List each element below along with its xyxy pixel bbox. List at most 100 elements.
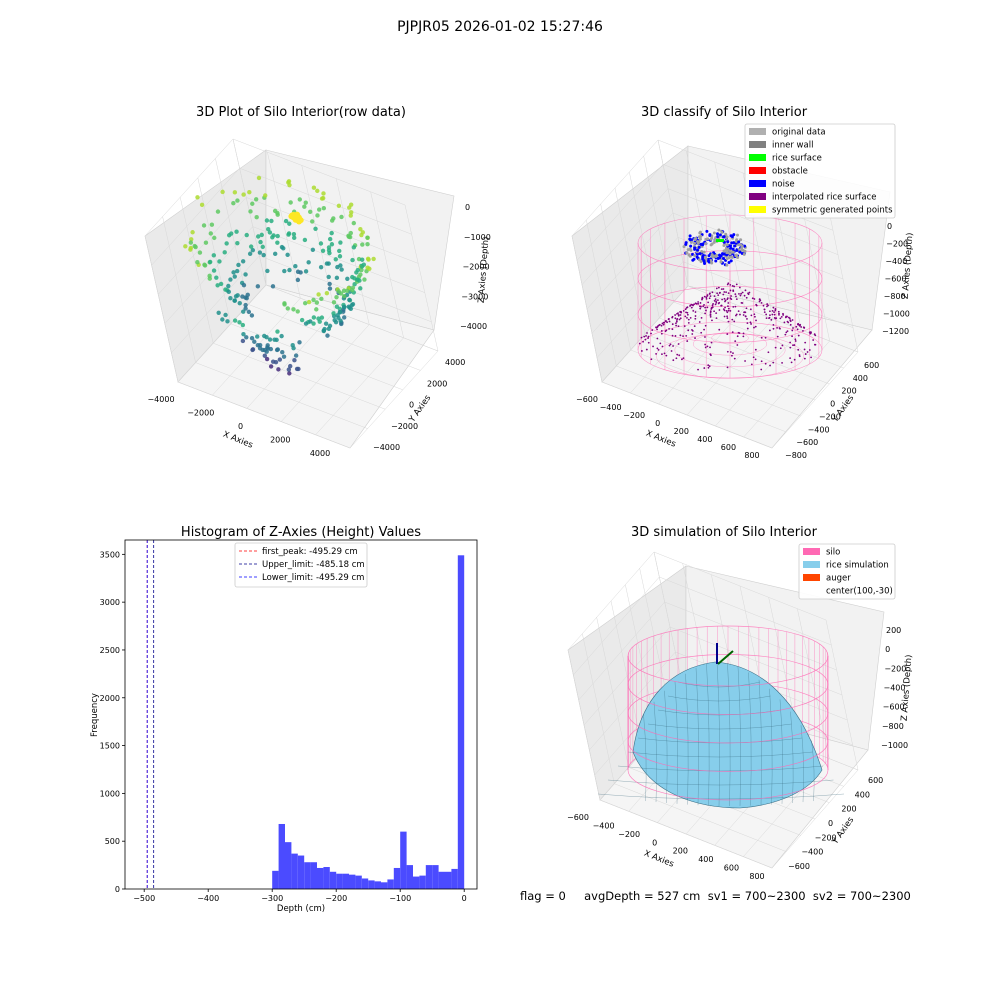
cluster-point bbox=[702, 250, 706, 254]
interp-point bbox=[806, 351, 809, 353]
scatter-point-highlight bbox=[297, 217, 304, 224]
interp-point bbox=[708, 297, 711, 300]
interp-point bbox=[678, 318, 681, 321]
cluster-point bbox=[735, 238, 739, 242]
tick-label: −1000 bbox=[464, 233, 491, 242]
interp-point bbox=[745, 307, 748, 310]
scatter-point bbox=[316, 316, 321, 321]
interp-point bbox=[662, 321, 665, 324]
interp-point bbox=[740, 292, 743, 295]
gridline bbox=[213, 342, 386, 410]
interp-point bbox=[687, 318, 690, 321]
interp-point bbox=[709, 346, 711, 349]
interp-point bbox=[735, 298, 738, 300]
cluster-point bbox=[731, 247, 735, 251]
panel2-legend: original data inner wall rice surface obsta… bbox=[744, 123, 896, 219]
interp-point bbox=[762, 304, 765, 307]
interp-point bbox=[668, 318, 670, 320]
scatter-point bbox=[237, 300, 242, 306]
panel4-legend-box bbox=[798, 543, 896, 600]
hist-bar bbox=[413, 876, 420, 889]
interp-point bbox=[647, 337, 649, 340]
scatter-point bbox=[260, 244, 265, 250]
interp-point bbox=[703, 367, 706, 369]
cluster-point bbox=[709, 237, 713, 241]
interp-point bbox=[808, 349, 811, 351]
interp-point bbox=[724, 299, 727, 302]
interp-point bbox=[707, 366, 710, 369]
interp-point bbox=[706, 345, 709, 348]
interp-point bbox=[668, 327, 670, 330]
interp-point bbox=[665, 354, 668, 357]
cluster-point bbox=[720, 230, 724, 234]
gridline bbox=[653, 551, 827, 621]
scatter-point bbox=[262, 333, 267, 339]
scatter-point bbox=[314, 307, 319, 312]
cluster-point bbox=[736, 256, 740, 260]
cluster-point bbox=[717, 228, 721, 232]
interp-point bbox=[707, 301, 710, 304]
scatter-point bbox=[319, 315, 325, 320]
interp-point bbox=[722, 288, 725, 290]
legend-swatch bbox=[803, 574, 820, 581]
interp-point bbox=[788, 317, 791, 320]
interp-point bbox=[774, 308, 777, 310]
scatter-point bbox=[265, 268, 270, 274]
interp-point bbox=[734, 305, 737, 308]
interp-point bbox=[703, 328, 705, 331]
cluster-point bbox=[725, 253, 729, 257]
interp-point bbox=[644, 338, 647, 341]
tick-label: −600 bbox=[576, 395, 598, 404]
scatter-point bbox=[287, 182, 292, 188]
interp-point bbox=[809, 332, 812, 335]
panel2-zlabel: Z Axies (Depth) bbox=[901, 232, 916, 299]
interp-point bbox=[672, 345, 674, 347]
scatter-point bbox=[232, 298, 237, 303]
scatter-point bbox=[303, 269, 309, 274]
hist-bar bbox=[406, 865, 413, 889]
interp-point bbox=[792, 327, 794, 329]
interp-point bbox=[665, 320, 667, 322]
interp-point bbox=[675, 319, 678, 321]
interp-point bbox=[779, 317, 782, 320]
scatter-point bbox=[287, 371, 292, 376]
legend-label: Upper_limit: -485.18 cm bbox=[262, 560, 365, 570]
panel4-xlabel: X Axies bbox=[642, 849, 675, 870]
scatter-point bbox=[302, 300, 308, 306]
cluster-point bbox=[742, 249, 746, 253]
cluster-point bbox=[729, 246, 733, 250]
panel2-x-ticks: −600−400−200 0 200 400 600 800 bbox=[576, 395, 760, 460]
cluster-point bbox=[685, 251, 689, 255]
interp-point bbox=[699, 307, 702, 310]
interp-point bbox=[715, 301, 718, 304]
interp-point bbox=[793, 358, 796, 361]
interp-point bbox=[795, 325, 798, 328]
rice-mesh-line bbox=[800, 725, 804, 803]
interp-point bbox=[771, 313, 774, 316]
scatter-point bbox=[297, 340, 302, 345]
panel4-y-ticks: −600 −400 −200 0 200 400 600 bbox=[788, 776, 883, 871]
scatter-point bbox=[315, 213, 320, 218]
interp-point bbox=[686, 316, 688, 319]
scatter-point bbox=[212, 235, 217, 241]
interp-point bbox=[709, 292, 711, 295]
scatter-point bbox=[313, 226, 318, 231]
interp-point bbox=[814, 343, 816, 346]
panel4-ylabel: Y Axies bbox=[830, 815, 857, 847]
interp-point bbox=[770, 318, 773, 321]
scatter-point bbox=[331, 311, 336, 316]
interp-point bbox=[645, 348, 648, 351]
panel-simulation-3d: 3D simulation of Silo Interior −600−400−… bbox=[567, 525, 914, 881]
tick-label: 0 bbox=[830, 400, 835, 409]
cluster-point bbox=[687, 253, 691, 257]
cluster-point bbox=[742, 252, 746, 256]
scatter-point bbox=[350, 274, 355, 280]
interp-point bbox=[773, 313, 776, 316]
tick-label: 600 bbox=[724, 864, 739, 873]
rice-surface-mark bbox=[716, 239, 724, 242]
hist-bar bbox=[400, 831, 407, 889]
scatter-point bbox=[359, 257, 365, 262]
status-line: flag = 0 avgDepth = 527 cm sv1 = 700~230… bbox=[520, 889, 911, 903]
auger-arm bbox=[717, 650, 734, 665]
interp-point bbox=[717, 286, 720, 289]
